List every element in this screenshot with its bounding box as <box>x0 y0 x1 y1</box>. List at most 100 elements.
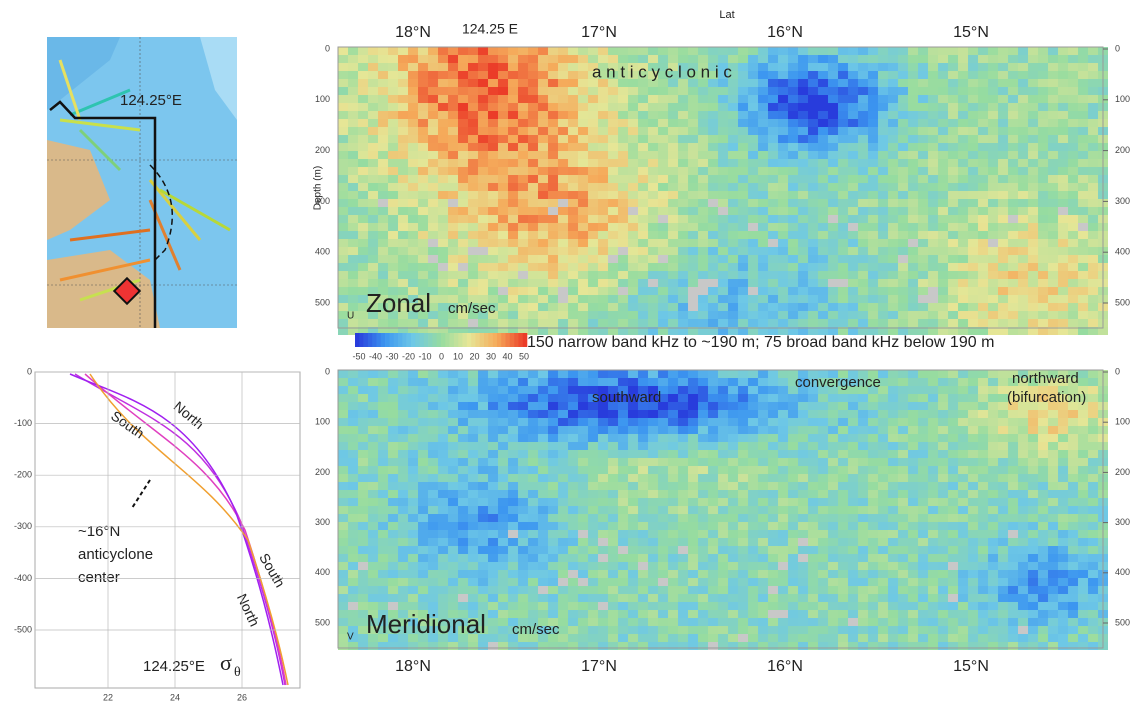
heat-cell <box>988 498 998 506</box>
heat-cell <box>898 442 908 450</box>
heat-cell <box>718 442 728 450</box>
heat-cell <box>528 55 538 63</box>
heat-cell <box>698 554 708 562</box>
heat-cell <box>948 394 958 402</box>
heat-cell <box>848 554 858 562</box>
heat-cell <box>828 434 838 442</box>
heat-cell <box>478 119 488 127</box>
heat-cell <box>938 71 948 79</box>
heat-cell <box>618 103 628 111</box>
heat-cell <box>358 386 368 394</box>
heat-cell <box>548 410 558 418</box>
heat-cell <box>858 295 868 303</box>
heat-cell <box>878 103 888 111</box>
heat-cell <box>398 239 408 247</box>
heat-cell <box>998 271 1008 279</box>
heat-cell <box>448 554 458 562</box>
heat-cell <box>1008 199 1018 207</box>
heat-cell <box>338 263 348 271</box>
heat-cell <box>448 578 458 586</box>
heat-cell <box>968 530 978 538</box>
heat-cell <box>428 127 438 135</box>
heat-cell <box>448 47 458 55</box>
heat-cell <box>678 295 688 303</box>
heat-cell <box>548 183 558 191</box>
heat-cell <box>988 223 998 231</box>
heat-cell <box>428 135 438 143</box>
heat-cell <box>428 231 438 239</box>
heat-cell <box>578 263 588 271</box>
heat-cell <box>608 410 618 418</box>
heat-cell <box>1038 466 1048 474</box>
heat-cell <box>518 263 528 271</box>
heat-cell <box>458 442 468 450</box>
heat-cell <box>858 530 868 538</box>
heat-cell <box>788 295 798 303</box>
heat-cell <box>988 319 998 327</box>
heat-cell <box>878 47 888 55</box>
heat-cell <box>788 562 798 570</box>
heat-cell <box>828 538 838 546</box>
heat-cell <box>558 578 568 586</box>
heat-cell <box>948 151 958 159</box>
heat-cell <box>678 570 688 578</box>
heat-cell <box>438 506 448 514</box>
heat-cell <box>998 458 1008 466</box>
heat-cell <box>468 442 478 450</box>
heat-cell <box>378 279 388 287</box>
heat-cell <box>918 95 928 103</box>
heat-cell <box>608 191 618 199</box>
heat-cell <box>858 458 868 466</box>
heat-cell <box>1048 79 1058 87</box>
heat-cell <box>578 538 588 546</box>
heat-cell <box>698 303 708 311</box>
heat-cell <box>1088 570 1098 578</box>
heat-cell <box>958 370 968 378</box>
heat-cell <box>548 167 558 175</box>
heat-cell <box>1078 418 1088 426</box>
heat-cell <box>528 426 538 434</box>
heat-cell <box>538 402 548 410</box>
heat-cell <box>768 418 778 426</box>
heat-cell <box>898 79 908 87</box>
heat-cell <box>998 466 1008 474</box>
heat-cell <box>928 466 938 474</box>
heat-cell <box>1088 279 1098 287</box>
heat-cell <box>528 111 538 119</box>
heat-cell <box>498 55 508 63</box>
heat-cell <box>528 538 538 546</box>
heat-cell <box>598 490 608 498</box>
heat-cell <box>1018 215 1028 223</box>
heat-cell <box>448 247 458 255</box>
heat-cell <box>368 79 378 87</box>
heat-cell <box>1078 578 1088 586</box>
heat-cell <box>908 311 918 319</box>
heat-cell <box>398 434 408 442</box>
heat-cell <box>1078 151 1088 159</box>
heat-cell <box>568 87 578 95</box>
heat-cell <box>388 426 398 434</box>
heat-cell <box>1088 295 1098 303</box>
heat-cell <box>938 578 948 586</box>
heat-cell <box>578 482 588 490</box>
heat-cell <box>1008 562 1018 570</box>
heat-cell <box>548 215 558 223</box>
heat-cell <box>988 303 998 311</box>
heat-cell <box>648 151 658 159</box>
heat-cell <box>1028 207 1038 215</box>
heat-cell <box>1068 538 1078 546</box>
heat-cell <box>1038 87 1048 95</box>
heat-cell <box>488 183 498 191</box>
heat-cell <box>388 458 398 466</box>
heat-cell <box>948 175 958 183</box>
heat-cell <box>998 247 1008 255</box>
heat-cell <box>828 586 838 594</box>
heat-cell <box>708 151 718 159</box>
heat-cell <box>838 151 848 159</box>
heat-cell <box>528 143 538 151</box>
heat-cell <box>778 538 788 546</box>
heat-cell <box>1028 506 1038 514</box>
heat-cell <box>378 191 388 199</box>
heat-cell <box>728 231 738 239</box>
heat-cell <box>668 87 678 95</box>
